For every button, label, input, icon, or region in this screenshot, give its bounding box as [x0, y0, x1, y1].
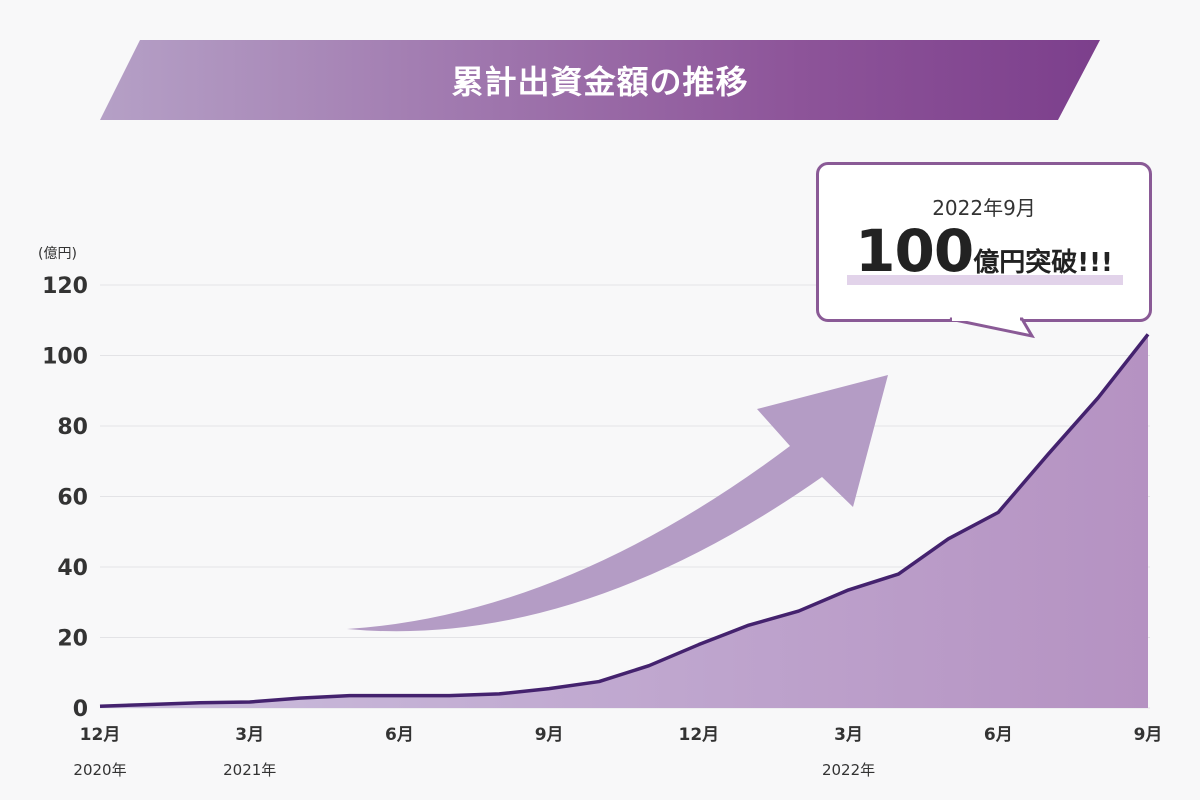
x-tick-label: 9月	[535, 725, 564, 745]
x-tick-label: 12月	[80, 725, 121, 745]
y-tick-label: 80	[57, 415, 88, 440]
growth-arrow-icon	[347, 375, 888, 632]
area-fill	[100, 334, 1148, 708]
y-tick-label: 20	[57, 627, 88, 652]
callout-highlight	[847, 275, 1123, 285]
title-banner: 累計出資金額の推移	[100, 40, 1100, 120]
series-line	[99, 333, 1150, 708]
x-tick-label: 6月	[984, 725, 1013, 745]
callout-value-line: 100億円突破!!!	[819, 217, 1149, 285]
y-tick-label: 40	[57, 556, 88, 581]
x-tick-label: 3月	[235, 725, 264, 745]
y-tick-label: 0	[73, 697, 88, 722]
y-tick-label: 120	[42, 274, 88, 299]
callout-date: 2022年9月	[932, 196, 1036, 220]
year-label: 2022年	[822, 761, 875, 779]
year-label: 2021年	[223, 761, 276, 779]
chart-title: 累計出資金額の推移	[451, 63, 749, 101]
year-label: 2020年	[73, 761, 126, 779]
x-tick-label: 12月	[679, 725, 720, 745]
y-tick-label: 100	[42, 345, 88, 370]
x-tick-label: 3月	[834, 725, 863, 745]
milestone-callout: 2022年9月 100億円突破!!!	[816, 162, 1152, 322]
y-axis-unit-label: (億円)	[38, 246, 77, 262]
y-tick-label: 60	[57, 486, 88, 511]
callout-suffix: 億円突破!!!	[973, 248, 1113, 278]
callout-value: 100	[855, 217, 974, 285]
x-tick-label: 9月	[1134, 725, 1163, 745]
x-tick-label: 6月	[385, 725, 414, 745]
